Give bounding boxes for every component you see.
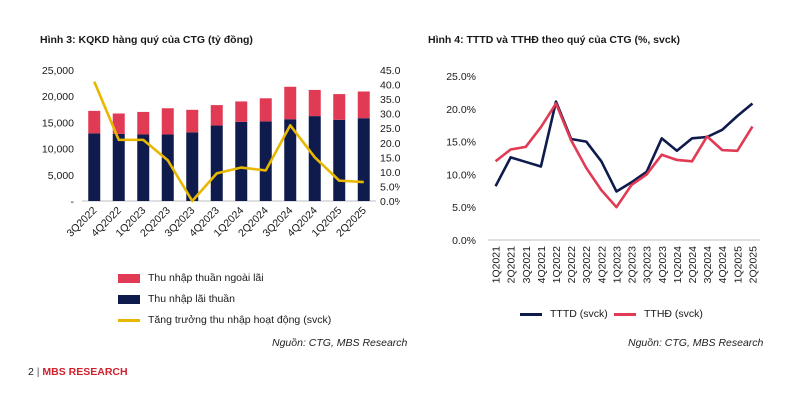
bar-nii bbox=[161, 134, 174, 201]
legend-label-tthd: TTHĐ (svck) bbox=[644, 308, 703, 320]
chart2-y-tick: 5.0% bbox=[452, 202, 476, 214]
bar-nonint bbox=[284, 86, 297, 120]
bar-nonint bbox=[137, 111, 150, 135]
bar-nonint bbox=[161, 108, 174, 135]
brand-name: MBS RESEARCH bbox=[42, 366, 128, 378]
chart2-svg: 25.0% 20.0% 15.0% 10.0% 5.0% 0.0% 1Q2021 2Q2021… bbox=[446, 71, 760, 284]
chart1-right-tick: 40.0% bbox=[380, 80, 400, 92]
line-tttd bbox=[494, 100, 754, 193]
chart2-x-tick: 2Q2025 bbox=[747, 246, 759, 284]
bar-nonint bbox=[210, 105, 223, 126]
line-tthd bbox=[494, 102, 754, 209]
legend-swatch-tttd bbox=[520, 312, 542, 316]
chart2-x-tick: 3Q2024 bbox=[702, 246, 714, 284]
chart2-x-tick: 1Q2021 bbox=[491, 246, 503, 284]
chart1-left-tick: 15,000 bbox=[42, 117, 74, 129]
bar-nonint bbox=[333, 94, 346, 120]
legend-swatch-growth bbox=[118, 318, 140, 322]
chart1-right-tick: 0.0% bbox=[380, 196, 400, 208]
chart2-x-tick: 1Q2024 bbox=[672, 246, 684, 284]
chart2-x-tick: 1Q2022 bbox=[551, 246, 563, 284]
line-growth bbox=[93, 81, 364, 203]
chart1-right-tick: 15.0% bbox=[380, 152, 400, 164]
legend-label-tttd: TTTD (svck) bbox=[550, 308, 608, 320]
chart1-right-tick: 10.0% bbox=[380, 167, 400, 179]
page-footer: 2 | MBS RESEARCH bbox=[28, 366, 128, 378]
chart2-legend-tthd: TTHĐ (svck) bbox=[614, 308, 703, 320]
chart2-y-tick: 0.0% bbox=[452, 235, 476, 247]
chart2-title: Hình 4: TTTD và TTHĐ theo quý của CTG (%… bbox=[428, 34, 681, 46]
chart2-x-tick: 3Q2021 bbox=[521, 246, 533, 284]
bar-nii bbox=[235, 121, 248, 201]
chart1-legend-nii: Thu nhập lãi thuần bbox=[118, 293, 235, 305]
chart1-right-tick: 45.0% bbox=[380, 65, 400, 77]
chart1-left-tick: 10,000 bbox=[42, 144, 74, 156]
chart1-left-tick: 5,000 bbox=[48, 170, 74, 182]
chart2-source: Nguồn: CTG, MBS Research bbox=[628, 337, 764, 349]
bar-nonint bbox=[186, 109, 199, 133]
bar-nii bbox=[357, 118, 370, 201]
bar-nii bbox=[137, 134, 150, 201]
legend-label-nonint: Thu nhập thuần ngoài lãi bbox=[148, 272, 264, 284]
bar-nii bbox=[284, 119, 297, 201]
chart2-y-tick: 20.0% bbox=[446, 104, 476, 116]
legend-swatch-nii bbox=[118, 294, 140, 304]
chart2-x-tick: 4Q2021 bbox=[536, 246, 548, 284]
legend-swatch-tthd bbox=[614, 312, 636, 316]
chart1-right-tick: 30.0% bbox=[380, 109, 400, 121]
chart2-x-tick: 2Q2022 bbox=[566, 246, 578, 284]
chart1-title: Hình 3: KQKD hàng quý của CTG (tỷ đồng) bbox=[40, 34, 253, 46]
legend-label-growth: Tăng trưởng thu nhập hoạt động (svck) bbox=[148, 314, 332, 326]
bar-nonint bbox=[235, 101, 248, 122]
chart2-x-tick: 4Q2024 bbox=[717, 246, 729, 284]
chart1-source: Nguồn: CTG, MBS Research bbox=[272, 337, 408, 349]
footer-separator: | bbox=[36, 366, 40, 378]
chart2-x-tick: 4Q2022 bbox=[596, 246, 608, 284]
chart2-y-tick: 10.0% bbox=[446, 169, 476, 181]
chart2-x-tick: 1Q2023 bbox=[611, 246, 623, 284]
chart2-x-tick: 2Q2024 bbox=[687, 246, 699, 284]
chart2-y-tick: 25.0% bbox=[446, 71, 476, 83]
bar-nii bbox=[210, 125, 223, 201]
bar-nonint bbox=[308, 89, 321, 117]
chart1-left-tick: 20,000 bbox=[42, 91, 74, 103]
bar-nonint bbox=[112, 113, 125, 134]
bar-nii bbox=[88, 133, 101, 201]
bar-nii bbox=[186, 132, 199, 201]
chart2-legend-tttd: TTTD (svck) bbox=[520, 308, 608, 320]
bar-nii bbox=[112, 133, 125, 201]
chart1-right-tick: 20.0% bbox=[380, 138, 400, 150]
bar-nii bbox=[259, 121, 272, 201]
chart1-right-tick: 35.0% bbox=[380, 94, 400, 106]
chart2-y-tick: 15.0% bbox=[446, 137, 476, 149]
chart1-svg: 25,000 20,000 15,000 10,000 5,000 - 45.0% 40.0%… bbox=[42, 65, 400, 240]
chart1-left-tick: 25,000 bbox=[42, 65, 74, 77]
chart2-x-tick: 2Q2021 bbox=[506, 246, 518, 284]
chart1-legend-nonint: Thu nhập thuần ngoài lãi bbox=[118, 272, 264, 284]
chart2-x-tick: 1Q2025 bbox=[732, 246, 744, 284]
chart2-x-tick: 4Q2023 bbox=[657, 246, 669, 284]
bar-nonint bbox=[88, 110, 101, 134]
page-number: 2 bbox=[28, 366, 34, 378]
bar-nonint bbox=[357, 91, 370, 119]
chart1-left-tick: - bbox=[71, 196, 75, 208]
chart1-right-tick: 5.0% bbox=[380, 181, 400, 193]
chart2-x-tick: 3Q2022 bbox=[581, 246, 593, 284]
legend-label-nii: Thu nhập lãi thuần bbox=[148, 293, 235, 305]
chart1-right-tick: 25.0% bbox=[380, 123, 400, 135]
bar-nii bbox=[333, 119, 346, 201]
chart1-legend-growth: Tăng trưởng thu nhập hoạt động (svck) bbox=[118, 314, 331, 326]
bar-nonint bbox=[259, 98, 272, 122]
chart2-x-tick: 2Q2023 bbox=[627, 246, 639, 284]
legend-swatch-nonint bbox=[118, 273, 140, 283]
chart2-x-tick: 3Q2023 bbox=[642, 246, 654, 284]
